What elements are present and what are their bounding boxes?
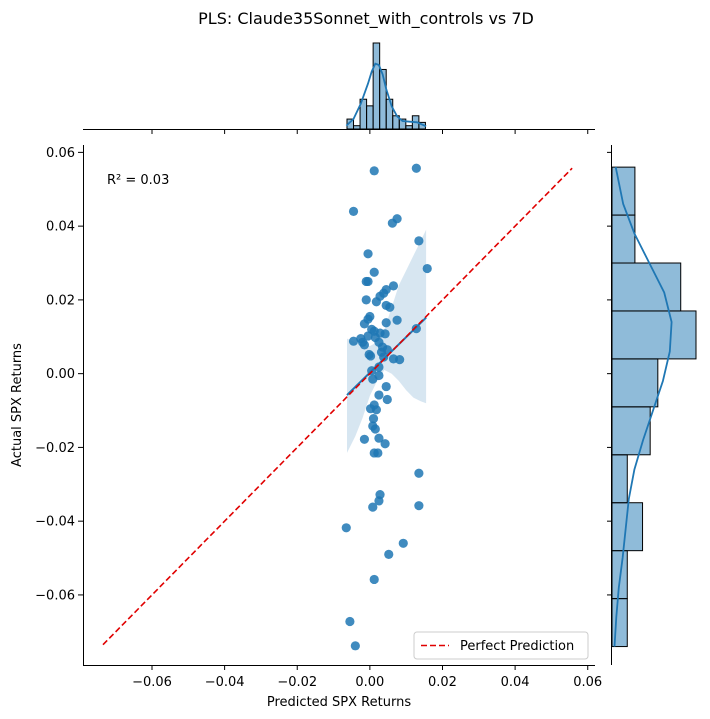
scatter-point bbox=[341, 523, 351, 533]
scatter-point bbox=[350, 641, 360, 651]
scatter-point bbox=[348, 206, 359, 216]
y-hist-bar bbox=[611, 166, 636, 216]
y-tick-label: 0.06 bbox=[46, 146, 75, 161]
scatter-point bbox=[369, 574, 379, 585]
scatter-point bbox=[359, 319, 370, 329]
scatter-point bbox=[369, 166, 379, 176]
scatter-point bbox=[368, 374, 378, 384]
y-tick-label: −0.02 bbox=[35, 441, 75, 456]
scatter-point bbox=[422, 263, 432, 274]
y-tick-label: −0.04 bbox=[35, 515, 75, 530]
y-tick-label: 0.02 bbox=[46, 293, 75, 308]
scatter-point bbox=[380, 329, 390, 339]
y-tick-label: 0.00 bbox=[46, 367, 75, 382]
x-hist-bar bbox=[372, 42, 381, 130]
x-tick-label: −0.04 bbox=[205, 675, 245, 690]
scatter-point bbox=[371, 405, 382, 415]
scatter-point bbox=[395, 355, 405, 365]
x-tick-label: 0.04 bbox=[501, 675, 530, 690]
x-tick-label: −0.02 bbox=[277, 675, 317, 690]
scatter-point bbox=[369, 267, 379, 277]
scatter-point bbox=[363, 331, 373, 341]
scatter-point bbox=[363, 276, 373, 287]
scatter-point bbox=[348, 336, 359, 346]
scatter-point bbox=[385, 302, 395, 312]
scatter-point bbox=[411, 324, 421, 334]
scatter-point bbox=[374, 390, 384, 400]
scatter-point bbox=[387, 218, 397, 228]
x-axis-label: Predicted SPX Returns bbox=[267, 695, 411, 710]
scatter-point bbox=[345, 616, 355, 627]
scatter-point bbox=[368, 502, 378, 512]
main-scatter-plot: −0.06 −0.04 −0.02 0.00 0.02 0.04 0.06 −0.06 −0.… bbox=[35, 145, 602, 690]
confidence-band bbox=[347, 229, 427, 453]
legend: Perfect Prediction bbox=[413, 631, 589, 660]
y-kde-curve bbox=[613, 166, 673, 647]
r-squared-annotation: R² = 0.03 bbox=[107, 173, 169, 188]
scatter-point bbox=[371, 297, 382, 307]
perfect-prediction-line bbox=[102, 167, 573, 646]
scatter-point bbox=[365, 351, 376, 361]
scatter-point bbox=[380, 439, 390, 449]
legend-box bbox=[413, 631, 589, 660]
y-marginal-histogram bbox=[607, 145, 697, 665]
x-hist-bar bbox=[366, 105, 374, 130]
scatter-point bbox=[382, 394, 392, 405]
scatter-point bbox=[363, 249, 373, 259]
y-hist-bar bbox=[611, 310, 697, 360]
x-tick-label: 0.00 bbox=[355, 675, 384, 690]
chart-title: PLS: Claude35Sonnet_with_controls vs 7D bbox=[198, 9, 534, 29]
scatter-point bbox=[373, 448, 383, 458]
scatter-point bbox=[411, 163, 421, 173]
x-tick-label: 0.06 bbox=[573, 675, 602, 690]
x-hist-bar bbox=[353, 125, 361, 130]
scatter-point bbox=[361, 295, 371, 305]
scatter-point bbox=[414, 501, 424, 511]
x-kde-curve bbox=[345, 62, 427, 128]
scatter-point bbox=[374, 433, 384, 443]
scatter-point bbox=[381, 381, 391, 392]
y-hist-bar bbox=[611, 454, 628, 504]
y-hist-bar bbox=[611, 262, 682, 312]
scatter-point bbox=[388, 281, 399, 291]
scatter-point bbox=[359, 434, 370, 444]
scatter-point bbox=[384, 549, 394, 559]
scatter-point bbox=[381, 318, 391, 328]
y-tick-label: −0.06 bbox=[35, 588, 75, 603]
legend-label-perfect-prediction: Perfect Prediction bbox=[460, 639, 574, 654]
y-tick-label: 0.04 bbox=[46, 220, 75, 235]
x-marginal-histogram bbox=[83, 42, 595, 134]
x-tick-label: −0.06 bbox=[132, 675, 172, 690]
scatter-point bbox=[392, 315, 402, 325]
x-hist-bar bbox=[405, 125, 413, 130]
scatter-point bbox=[368, 414, 379, 424]
y-hist-bar bbox=[611, 214, 636, 264]
scatter-point bbox=[379, 352, 389, 362]
scatter-point bbox=[370, 424, 380, 434]
scatter-point bbox=[359, 340, 370, 350]
scatter-point bbox=[414, 236, 424, 246]
y-hist-bar bbox=[611, 406, 651, 456]
y-hist-bar bbox=[611, 358, 659, 408]
y-axis-label: Actual SPX Returns bbox=[10, 343, 25, 467]
scatter-point bbox=[414, 468, 424, 478]
scatter-point bbox=[374, 496, 384, 506]
scatter-point bbox=[398, 538, 408, 548]
x-tick-label: 0.02 bbox=[428, 675, 457, 690]
